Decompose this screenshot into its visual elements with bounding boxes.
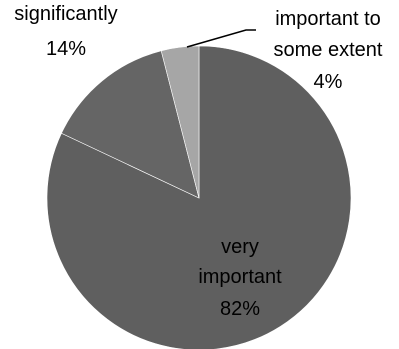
slice-value-important-to-some-extent: 4% bbox=[314, 71, 343, 93]
slice-label-important-to-some-extent-line2: some extent bbox=[274, 39, 383, 61]
slice-label-significantly: significantly bbox=[14, 3, 117, 25]
slice-value-significantly: 14% bbox=[46, 38, 86, 60]
leader-line-important-to-some-extent bbox=[186, 29, 256, 48]
pie-slice-very-important bbox=[46, 45, 352, 349]
slice-label-very-important-line2: important bbox=[198, 266, 282, 288]
pie-slice-important-to-some-extent bbox=[160, 45, 200, 199]
slice-label-important-to-some-extent-line1: important to bbox=[275, 8, 381, 30]
slice-value-very-important: 82% bbox=[220, 298, 260, 320]
slice-label-very-important-line1: very bbox=[221, 236, 259, 258]
pie-slice-significantly bbox=[61, 50, 200, 199]
